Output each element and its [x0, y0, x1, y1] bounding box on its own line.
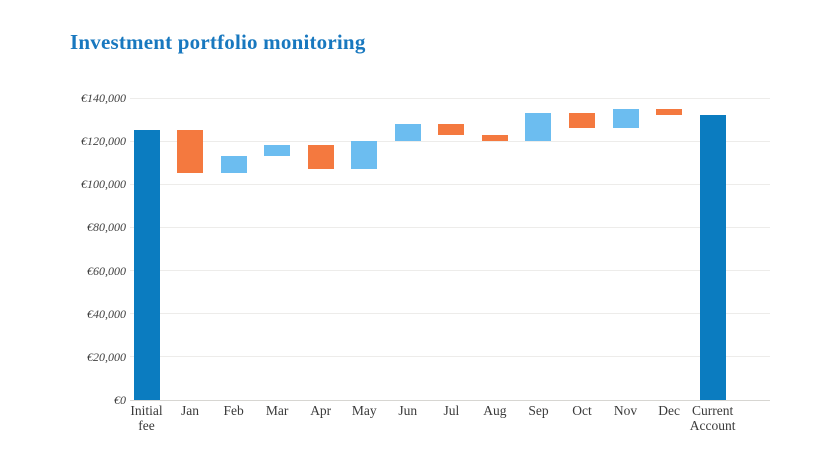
- x-axis-label-jul: Jul: [419, 403, 483, 418]
- bar-jun: [394, 123, 421, 142]
- bar-dec: [656, 108, 683, 116]
- x-axis-label-line: Initial: [130, 403, 163, 418]
- x-axis-label-dec: Dec: [637, 403, 701, 418]
- y-tick-label: €120,000: [81, 134, 126, 149]
- x-axis-label-sep: Sep: [506, 403, 570, 418]
- x-axis-label-line: Aug: [483, 403, 507, 418]
- bar-current-account: [699, 115, 726, 400]
- x-axis-label-line: Mar: [265, 403, 289, 418]
- bar-may: [351, 141, 378, 170]
- y-tick-label: €100,000: [81, 177, 126, 192]
- gridline: [130, 270, 770, 272]
- x-axis-label-jun: Jun: [376, 403, 440, 418]
- gridline: [130, 313, 770, 315]
- bar-oct: [569, 113, 595, 129]
- x-axis-label-line: Jan: [181, 403, 200, 418]
- x-axis-label-line: May: [351, 403, 377, 418]
- gridline: [130, 356, 770, 358]
- x-axis-label-line: Account: [689, 418, 736, 433]
- gridline: [130, 226, 770, 228]
- bar-sep: [525, 113, 552, 142]
- x-axis-label-line: Apr: [310, 403, 332, 418]
- bar-aug: [481, 134, 508, 142]
- bar-jul: [438, 123, 465, 135]
- x-axis-label-oct: Oct: [550, 403, 614, 418]
- gridline: [130, 140, 770, 142]
- x-axis-label-aug: Aug: [463, 403, 527, 418]
- x-axis-label-line: Nov: [613, 403, 638, 418]
- x-axis-label-apr: Apr: [289, 403, 353, 418]
- x-axis-label-may: May: [332, 403, 396, 418]
- x-axis-label-initial-fee: Initial fee: [115, 403, 179, 433]
- bar-apr: [307, 145, 334, 170]
- x-axis-label-line: Oct: [572, 403, 592, 418]
- x-axis-label-line: Feb: [223, 403, 244, 418]
- x-axis-line: [130, 399, 770, 401]
- x-axis-label-line: Jul: [443, 403, 460, 418]
- y-tick-label: €80,000: [87, 220, 126, 235]
- x-axis-label-line: Dec: [658, 403, 680, 418]
- y-tick-label: €20,000: [87, 349, 126, 364]
- chart-title: Investment portfolio monitoring: [70, 30, 366, 54]
- y-tick-label: €60,000: [87, 263, 126, 278]
- bar-initial-fee: [133, 130, 160, 400]
- x-axis-label-line: Current: [692, 403, 734, 418]
- x-axis-label-feb: Feb: [202, 403, 266, 418]
- x-axis-label-mar: Mar: [245, 403, 309, 418]
- x-axis-label-line: Sep: [528, 403, 549, 418]
- x-axis-label-line: Jun: [398, 403, 418, 418]
- y-tick-label: €40,000: [87, 306, 126, 321]
- x-axis-label-current-account: Current Account: [681, 403, 745, 433]
- bar-feb: [220, 156, 247, 174]
- x-axis-label-nov: Nov: [594, 403, 658, 418]
- bar-mar: [264, 145, 291, 157]
- y-tick-label: €0: [114, 393, 126, 407]
- gridline: [130, 97, 770, 99]
- gridline: [130, 183, 770, 185]
- bar-jan: [177, 130, 204, 174]
- x-axis-label-line: fee: [138, 418, 155, 433]
- y-tick-label: €140,000: [81, 91, 126, 105]
- x-axis-label-jan: Jan: [158, 403, 222, 418]
- bar-nov: [612, 108, 639, 129]
